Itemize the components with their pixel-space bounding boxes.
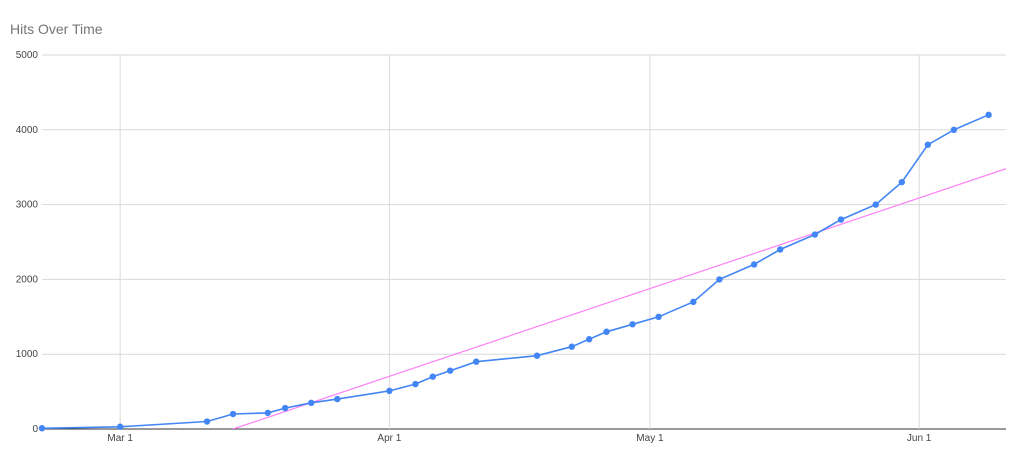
data-point <box>203 418 211 425</box>
series-line <box>41 114 989 430</box>
x-tick-label: Mar 1 <box>107 433 133 444</box>
y-tick-label: 2000 <box>16 274 39 285</box>
chart-title: Hits Over Time <box>10 21 103 37</box>
data-point <box>229 410 237 418</box>
data-point <box>585 336 593 343</box>
y-tick-label: 3000 <box>16 200 39 211</box>
data-point <box>837 216 845 223</box>
gridlines <box>42 54 1006 430</box>
data-point <box>655 313 662 320</box>
data-point <box>473 358 480 365</box>
data-point <box>872 201 879 208</box>
data-point <box>38 425 46 432</box>
data-point <box>690 298 697 306</box>
data-point <box>776 246 784 253</box>
axis-labels: 0 1000 2000 3000 4000 5000 Mar 1 Apr 1 May 1 Jun … <box>16 50 932 444</box>
data-point <box>603 328 610 335</box>
y-tick-label: 1000 <box>16 349 39 360</box>
data-point <box>898 178 905 186</box>
data-point <box>985 111 992 119</box>
data-point <box>412 380 419 388</box>
data-point <box>568 343 575 350</box>
data-point <box>429 373 437 380</box>
data-point <box>116 423 124 430</box>
data-point <box>716 276 723 283</box>
data-point <box>811 231 819 238</box>
x-tick-label: May 1 <box>636 433 664 444</box>
data-point <box>334 395 341 403</box>
y-tick-label: 4000 <box>16 125 39 136</box>
data-point <box>308 399 315 407</box>
data-point <box>750 261 758 268</box>
trendline-layer <box>232 168 1006 429</box>
data-point <box>281 404 289 412</box>
data-point <box>264 409 272 417</box>
y-tick-label: 0 <box>32 424 38 435</box>
trendline <box>232 168 1006 429</box>
series-layer <box>38 111 992 432</box>
data-point <box>533 352 541 359</box>
x-tick-label: Apr 1 <box>377 433 401 444</box>
data-point <box>629 321 636 328</box>
data-point <box>446 367 454 374</box>
data-point <box>950 126 958 133</box>
x-tick-label: Jun 1 <box>907 433 932 444</box>
data-point <box>924 141 932 148</box>
data-point <box>386 387 393 395</box>
y-tick-label: 5000 <box>16 50 39 61</box>
